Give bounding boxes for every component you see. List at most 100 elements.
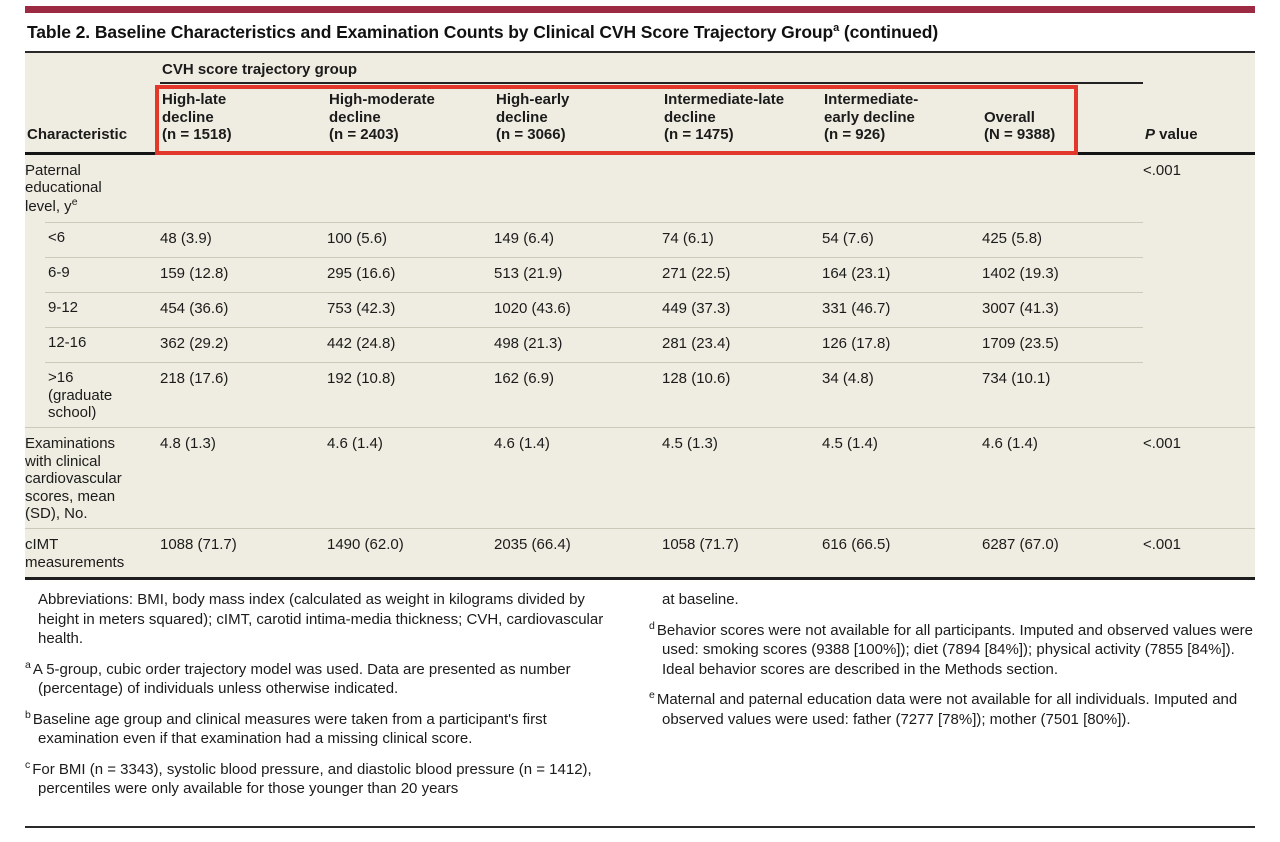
- column-header-high-early-decline: High-early decline (n = 3066): [494, 83, 662, 153]
- spanner-header: CVH score trajectory group: [160, 53, 1143, 85]
- row-label: Examinations with clinical cardiovascula…: [25, 427, 160, 529]
- table-cell: 4.8 (1.3): [160, 427, 327, 529]
- column-header-high-moderate-decline: High-moderate decline (n = 2403): [327, 83, 494, 153]
- table-cell: 159 (12.8): [160, 256, 327, 293]
- group-n: (n = 2403): [329, 126, 399, 144]
- row-label: <6: [25, 222, 160, 258]
- table-row-gt16: >16 (graduate school) 218 (17.6) 192 (10…: [25, 361, 1255, 428]
- table-row-9-12: 9-12 454 (36.6) 753 (42.3) 1020 (43.6) 4…: [25, 291, 1255, 328]
- table-cell: 4.6 (1.4): [327, 427, 494, 529]
- title-divider-rule: [25, 51, 1255, 53]
- table-title: Table 2. Baseline Characteristics and Ex…: [25, 13, 1255, 51]
- column-header-row: Characteristic High-late decline (n = 151…: [25, 83, 1255, 154]
- spanner-spacer: [25, 53, 160, 83]
- table-cell: 1020 (43.6): [494, 291, 662, 328]
- table-row-cimt: cIMT measurements 1088 (71.7) 1490 (62.0…: [25, 528, 1255, 579]
- column-header-high-late-decline: High-late decline (n = 1518): [160, 83, 327, 153]
- table-cell: 218 (17.6): [160, 361, 327, 428]
- table-title-footnote-marker: a: [833, 22, 840, 35]
- table-cell: 362 (29.2): [160, 326, 327, 363]
- group-label: High-late decline: [162, 91, 227, 126]
- footnote-b: b Baseline age group and clinical measure…: [25, 708, 547, 748]
- p-value-cell: <.001: [1143, 427, 1255, 529]
- table-cell: 454 (36.6): [160, 291, 327, 328]
- footnote-abbreviations: Abbreviations: BMI, body mass index (cal…: [38, 591, 604, 648]
- p-rest: value: [1155, 126, 1198, 144]
- group-label: Intermediate- early decline: [824, 91, 919, 126]
- table-cell: 1709 (23.5): [982, 326, 1143, 363]
- spanner-row: CVH score trajectory group: [25, 53, 1255, 85]
- baseline-characteristics-table: CVH score trajectory group Characteristi…: [25, 53, 1255, 581]
- footnote-d: d Behavior scores were not available for …: [649, 619, 1253, 678]
- row-label: 12-16: [25, 327, 160, 363]
- section-row-paternal-education: Paternal educational level, ye <.001: [25, 153, 1255, 222]
- top-accent-rule: [25, 6, 1255, 13]
- column-header-overall: Overall (N = 9388): [982, 83, 1143, 153]
- table-cell: 498 (21.3): [494, 326, 662, 363]
- table-cell: 1088 (71.7): [160, 528, 327, 579]
- table-cell: 128 (10.6): [662, 361, 822, 428]
- row-label: cIMT measurements: [25, 528, 160, 579]
- table-cell: 4.5 (1.3): [662, 427, 822, 529]
- bottom-rule: [25, 826, 1255, 828]
- table-cell: 149 (6.4): [494, 221, 662, 258]
- table-cell: 4.6 (1.4): [494, 427, 662, 529]
- row-label: 6-9: [25, 257, 160, 293]
- table-cell: 442 (24.8): [327, 326, 494, 363]
- table-cell: 34 (4.8): [822, 361, 982, 428]
- column-header-p-value: P value: [1143, 83, 1255, 153]
- table-cell: 100 (5.6): [327, 221, 494, 258]
- table-cell: 2035 (66.4): [494, 528, 662, 579]
- table-cell: 48 (3.9): [160, 221, 327, 258]
- column-header-intermediate-late-decline: Intermediate-late decline (n = 1475): [662, 83, 822, 153]
- table-cell: 126 (17.8): [822, 326, 982, 363]
- table-cell: 734 (10.1): [982, 361, 1143, 428]
- table-container: CVH score trajectory group Characteristi…: [25, 53, 1255, 581]
- group-n: (n = 1475): [664, 126, 734, 144]
- table-cell: 4.5 (1.4): [822, 427, 982, 529]
- table-cell: 162 (6.9): [494, 361, 662, 428]
- table-cell: 513 (21.9): [494, 256, 662, 293]
- group-label: Overall: [984, 108, 1035, 126]
- group-n: (n = 926): [824, 126, 886, 144]
- table-row-6-9: 6-9 159 (12.8) 295 (16.6) 513 (21.9) 271…: [25, 256, 1255, 293]
- section-label: Paternal educational level, ye: [25, 161, 102, 216]
- group-n: (N = 9388): [984, 126, 1056, 144]
- row-label: >16 (graduate school): [25, 362, 160, 428]
- footnote-e: e Maternal and paternal education data we…: [649, 689, 1238, 728]
- table-cell: 192 (10.8): [327, 361, 494, 428]
- table-title-continued: (continued): [839, 22, 939, 42]
- table-cell: 1058 (71.7): [662, 528, 822, 579]
- table-cell: 271 (22.5): [662, 256, 822, 293]
- table-cell: 331 (46.7): [822, 291, 982, 328]
- group-n: (n = 3066): [496, 126, 566, 144]
- table-cell: 753 (42.3): [327, 291, 494, 328]
- group-label: High-early decline: [496, 91, 570, 126]
- table-cell: 295 (16.6): [327, 256, 494, 293]
- group-label: High-moderate decline: [329, 91, 435, 126]
- p-value-cell: <.001: [1143, 161, 1181, 179]
- p-italic: P: [1145, 126, 1156, 144]
- footnotes: Abbreviations: BMI, body mass index (cal…: [25, 580, 1255, 809]
- footnote-c-continuation: at baseline.: [662, 591, 739, 609]
- table-cell: 4.6 (1.4): [982, 427, 1143, 529]
- footnote-c: c For BMI (n = 3343), systolic blood pres…: [25, 758, 592, 798]
- table-cell: 1490 (62.0): [327, 528, 494, 579]
- footnote-marker-e: e: [71, 196, 78, 209]
- group-n: (n = 1518): [162, 126, 232, 144]
- table-cell: 1402 (19.3): [982, 256, 1143, 293]
- table-row-12-16: 12-16 362 (29.2) 442 (24.8) 498 (21.3) 2…: [25, 326, 1255, 363]
- footnotes-left-column: Abbreviations: BMI, body mass index (cal…: [25, 590, 623, 809]
- table-cell: 74 (6.1): [662, 221, 822, 258]
- p-value-cell: <.001: [1143, 528, 1255, 579]
- row-label: 9-12: [25, 292, 160, 328]
- table-row-examinations: Examinations with clinical cardiovascula…: [25, 427, 1255, 529]
- table-cell: 54 (7.6): [822, 221, 982, 258]
- footnotes-right-column: at baseline. d Behavior scores were not a…: [649, 590, 1255, 809]
- table-cell: 164 (23.1): [822, 256, 982, 293]
- table-cell: 3007 (41.3): [982, 291, 1143, 328]
- column-header-intermediate-early-decline: Intermediate- early decline (n = 926): [822, 83, 982, 153]
- spanner-spacer-right: [1143, 53, 1255, 83]
